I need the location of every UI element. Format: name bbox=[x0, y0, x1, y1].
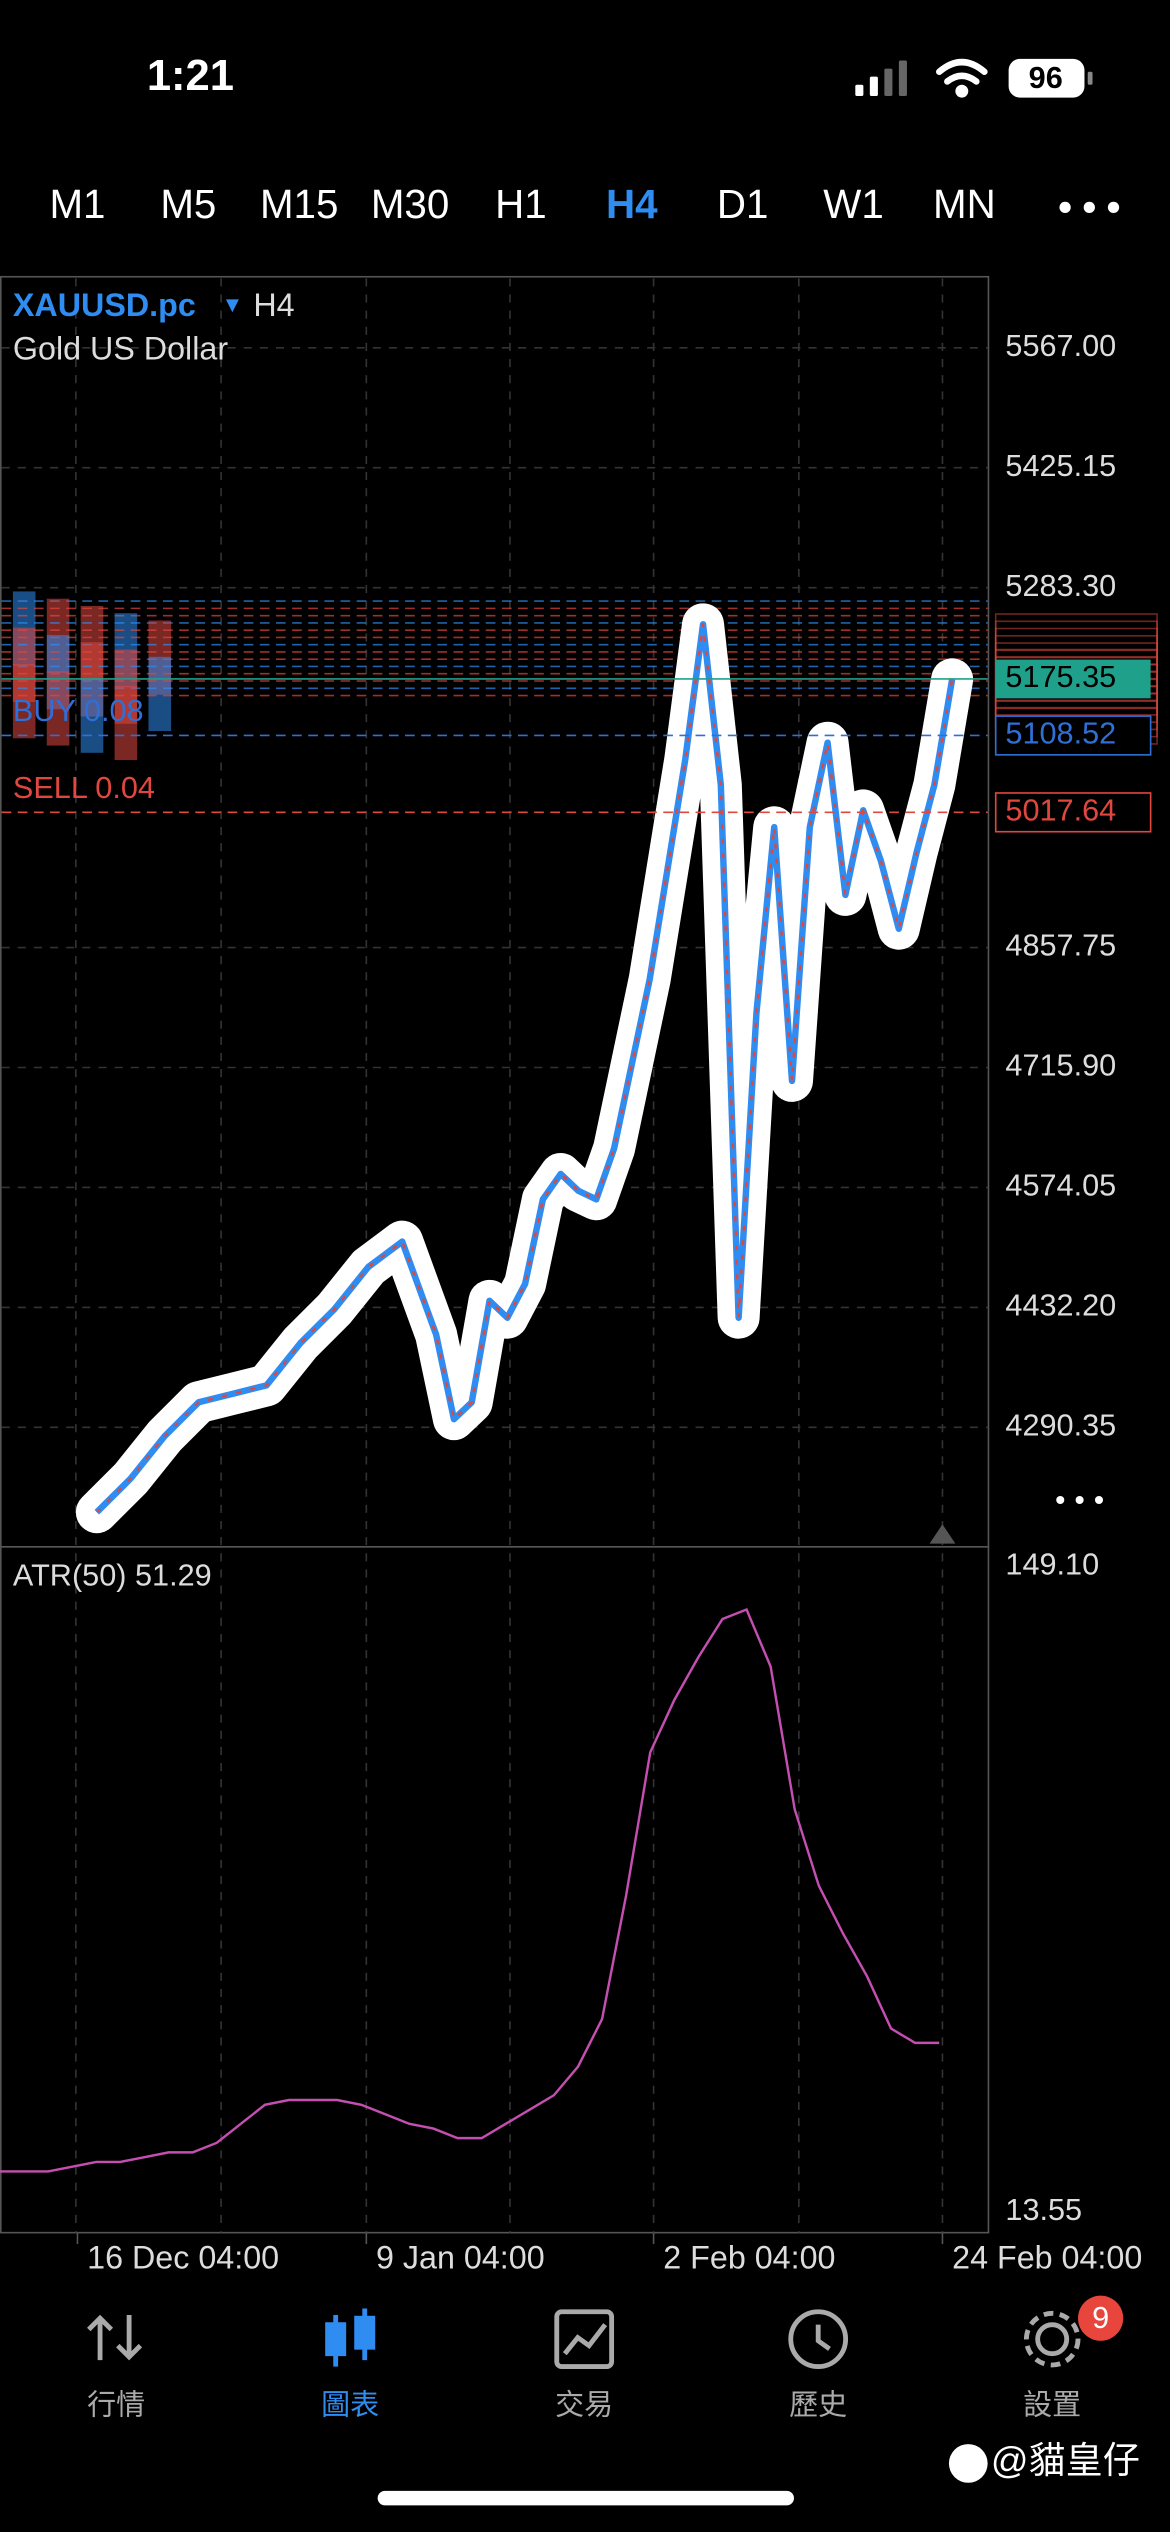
wifi-icon bbox=[935, 58, 988, 98]
order-price: 5108.52 bbox=[1005, 717, 1116, 751]
more-menu[interactable] bbox=[1059, 201, 1120, 213]
y-tick-label: 4715.90 bbox=[1005, 1049, 1116, 1083]
timeframe-button[interactable]: H1 bbox=[495, 181, 547, 227]
tab-label[interactable]: 設置 bbox=[1023, 2389, 1081, 2422]
battery bbox=[1008, 58, 1085, 98]
time-axis: 16 Dec 04:00 9 Jan 04:00 2 Feb 04:00 24 Feb… bbox=[76, 2232, 1142, 2276]
vertical-grid bbox=[75, 278, 944, 2233]
timeframe-button[interactable]: H4 bbox=[606, 181, 658, 227]
y-tick-label: 4432.20 bbox=[1005, 1288, 1116, 1322]
y-tick-label: 5567.00 bbox=[1005, 329, 1116, 363]
timeframe-button[interactable]: W1 bbox=[823, 181, 883, 227]
order-tag bbox=[12, 664, 36, 739]
order-label: SELL 0.04 bbox=[13, 771, 155, 805]
order-tag bbox=[80, 678, 104, 753]
timeframe-button[interactable]: M1 bbox=[49, 181, 105, 227]
y-tick-label: 4574.05 bbox=[1005, 1169, 1116, 1203]
atr-label: ATR(50) 51.29 bbox=[13, 1559, 212, 1593]
price-plot: BUY 0.08 5108.52 SELL 0.04 5017.64 5175.35 bbox=[1, 603, 1152, 1534]
order-price-box bbox=[994, 715, 1152, 756]
symbol-description: Gold US Dollar bbox=[13, 331, 228, 367]
chart-timeframe: H4 bbox=[253, 287, 294, 323]
watermark: @貓皇仔 bbox=[991, 2439, 1140, 2481]
tab-icons bbox=[87, 2308, 1081, 2370]
tab-label[interactable]: 行情 bbox=[87, 2389, 145, 2422]
x-tick-label: 24 Feb 04:00 bbox=[952, 2240, 1142, 2276]
status-time: 1:21 bbox=[147, 52, 234, 100]
x-tick-label: 9 Jan 04:00 bbox=[376, 2240, 545, 2276]
atr-line bbox=[0, 1607, 940, 2173]
y-tick-label: 5283.30 bbox=[1005, 569, 1116, 603]
timeframe-button[interactable]: M30 bbox=[371, 181, 449, 227]
x-tick-label: 16 Dec 04:00 bbox=[87, 2240, 279, 2276]
tab-label[interactable]: 歷史 bbox=[789, 2389, 847, 2422]
timeframe-button[interactable]: D1 bbox=[717, 181, 769, 227]
order-label: BUY 0.08 bbox=[13, 694, 144, 728]
badge bbox=[1078, 2295, 1124, 2341]
order-tag bbox=[46, 671, 70, 746]
tab-label[interactable]: 交易 bbox=[555, 2389, 613, 2422]
y-tick-label: 4290.35 bbox=[1005, 1408, 1116, 1442]
home-indicator bbox=[377, 2490, 794, 2506]
order-tag bbox=[114, 685, 138, 761]
chart-menu[interactable] bbox=[1056, 1495, 1104, 1505]
x-tick-label: 2 Feb 04:00 bbox=[663, 2240, 835, 2276]
signal-icon bbox=[855, 60, 907, 96]
y-tick-label: 13.55 bbox=[1005, 2193, 1082, 2227]
battery-tip bbox=[1087, 71, 1093, 85]
atr-frame bbox=[0, 1545, 990, 2234]
timeframe-button[interactable]: M15 bbox=[260, 181, 338, 227]
symbol[interactable]: XAUUSD.pc bbox=[13, 287, 196, 323]
order-tag bbox=[148, 656, 172, 732]
price-line-secondary bbox=[95, 623, 954, 1514]
timeframe-button[interactable]: MN bbox=[933, 181, 996, 227]
current-price: 5175.35 bbox=[1005, 660, 1116, 694]
y-tick-label: 5425.15 bbox=[1005, 449, 1116, 483]
shift-marker bbox=[929, 1524, 956, 1544]
symbol-dropdown[interactable] bbox=[225, 299, 239, 313]
tab-label[interactable]: 圖表 bbox=[321, 2389, 379, 2422]
timeframe-button[interactable]: M5 bbox=[160, 181, 216, 227]
facebook-icon bbox=[948, 2444, 988, 2483]
timeframe-bar: M1 M5 M15 M30 H1 H4 D1 W1 MN bbox=[49, 181, 995, 227]
battery-level: 96 bbox=[1029, 61, 1063, 95]
current-price-box bbox=[995, 659, 1151, 699]
y-tick-label: 4857.75 bbox=[1005, 929, 1116, 963]
tab-bar: 行情 圖表 交易 歷史 設置 bbox=[87, 2389, 1081, 2422]
order-price-box bbox=[994, 792, 1152, 833]
atr-plot: 149.10 13.55 bbox=[0, 1547, 1099, 2227]
y-tick-label: 149.10 bbox=[1005, 1547, 1099, 1581]
badge-count: 9 bbox=[1092, 2301, 1109, 2335]
order-price: 5017.64 bbox=[1005, 793, 1116, 827]
